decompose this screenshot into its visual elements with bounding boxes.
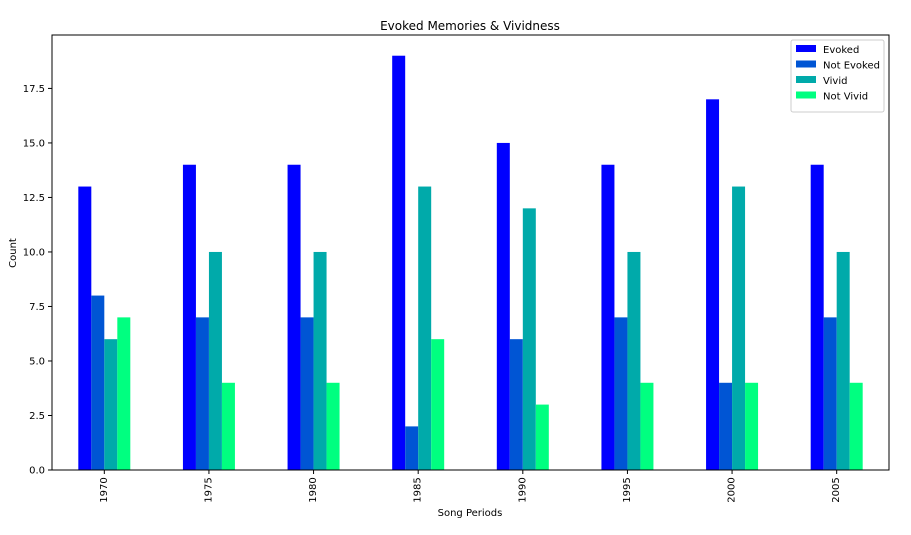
bar-vivid-1970 — [104, 339, 118, 470]
legend-swatch-not-evoked — [796, 60, 816, 68]
bar-not-vivid-2005 — [849, 382, 863, 470]
bar-vivid-2000 — [732, 186, 746, 470]
bar-not-evoked-1970 — [91, 295, 105, 470]
x-tick-label: 1985 — [413, 477, 424, 502]
y-axis: 0.0 2.5 5.0 7.5 10.0 12.5 15.0 17.5 — [23, 84, 52, 477]
bar-not-vivid-1995 — [640, 382, 654, 470]
legend-label-evoked: Evoked — [823, 45, 859, 56]
bar-not-vivid-1980 — [326, 382, 340, 470]
x-tick-label: 1990 — [517, 477, 528, 502]
x-tick-label: 1995 — [622, 477, 633, 502]
x-tick-label: 2005 — [831, 477, 842, 502]
bar-vivid-1975 — [208, 251, 222, 470]
bar-vivid-2005 — [836, 251, 850, 470]
y-axis-label: Count — [8, 238, 19, 268]
bar-not-vivid-1970 — [117, 317, 131, 470]
bar-not-evoked-1980 — [300, 317, 314, 470]
bar-not-vivid-1975 — [221, 382, 235, 470]
bar-evoked-1985 — [392, 55, 406, 470]
legend-label-vivid: Vivid — [823, 76, 847, 87]
x-tick-label: 1980 — [308, 477, 319, 502]
x-tick-label: 1970 — [99, 477, 110, 502]
bar-not-evoked-1985 — [405, 426, 419, 470]
bar-not-evoked-2000 — [719, 382, 733, 470]
y-tick-label: 12.5 — [23, 193, 45, 204]
legend-label-not-evoked: Not Evoked — [823, 61, 880, 72]
bar-evoked-1970 — [78, 186, 92, 470]
y-tick-label: 17.5 — [23, 84, 45, 95]
bar-not-vivid-2000 — [745, 382, 759, 470]
bar-evoked-1990 — [496, 142, 510, 471]
bar-vivid-1985 — [418, 186, 432, 470]
y-tick-label: 5.0 — [29, 356, 45, 367]
bar-not-evoked-2005 — [823, 317, 837, 470]
legend: Evoked Not Evoked Vivid Not Vivid — [790, 39, 885, 113]
x-axis-label: Song Periods — [438, 508, 503, 519]
bar-evoked-1975 — [182, 164, 196, 470]
legend-swatch-evoked — [796, 45, 816, 52]
bar-vivid-1980 — [313, 251, 327, 470]
bar-vivid-1990 — [522, 208, 536, 470]
bar-evoked-1995 — [601, 164, 615, 470]
bar-not-vivid-1985 — [431, 339, 445, 470]
legend-swatch-vivid — [796, 76, 816, 83]
legend-label-not-vivid: Not Vivid — [823, 92, 868, 103]
bar-vivid-1995 — [627, 251, 641, 470]
bar-not-vivid-1990 — [535, 404, 549, 470]
y-tick-label: 15.0 — [23, 138, 45, 149]
x-tick-label: 2000 — [727, 477, 738, 502]
bar-evoked-1980 — [287, 164, 301, 470]
legend-swatch-not-vivid — [796, 91, 816, 99]
bars-layer — [78, 55, 863, 471]
bar-not-evoked-1995 — [614, 317, 628, 470]
plot-frame — [51, 34, 890, 471]
bar-not-evoked-1975 — [195, 317, 209, 470]
y-tick-label: 0.0 — [29, 466, 45, 477]
y-tick-label: 10.0 — [23, 247, 45, 258]
y-tick-label: 7.5 — [29, 302, 45, 313]
x-axis: 1970 1975 1980 1985 1990 1995 2000 2005 — [99, 470, 842, 503]
bar-evoked-2005 — [810, 164, 824, 470]
bar-evoked-2000 — [706, 99, 720, 471]
x-tick-label: 1975 — [203, 477, 214, 502]
bar-not-evoked-1990 — [509, 339, 523, 470]
y-tick-label: 2.5 — [29, 411, 45, 422]
chart-title: Evoked Memories & Vividness — [380, 19, 560, 33]
